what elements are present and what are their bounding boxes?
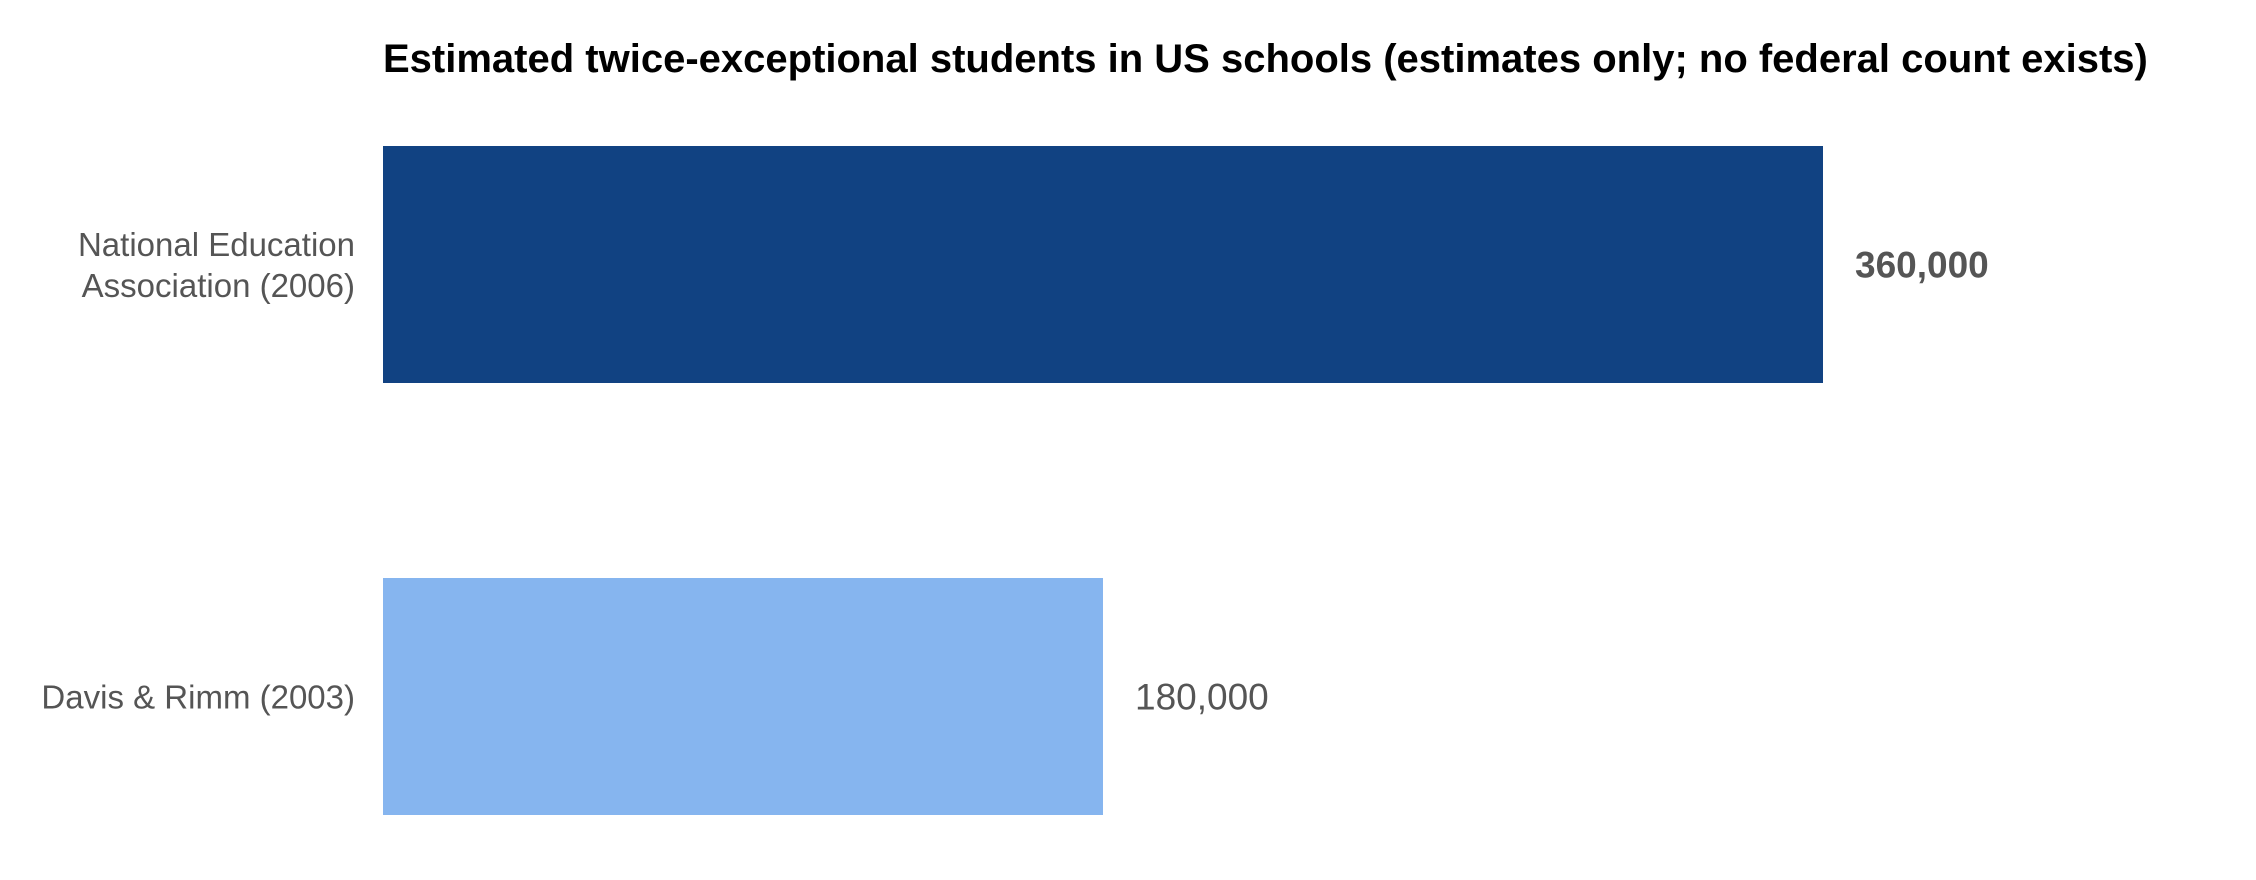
bar-0 — [383, 146, 1823, 383]
category-label-line: Davis & Rimm (2003) — [41, 679, 355, 716]
value-label-1: 180,000 — [1135, 677, 1269, 718]
chart-title: Estimated twice-exceptional students in … — [383, 37, 2148, 81]
category-label-1: Davis & Rimm (2003) — [41, 679, 355, 716]
category-label-0: National Education Association (2006) — [78, 226, 355, 304]
category-label-line: Association (2006) — [82, 267, 355, 304]
category-label-line: National Education — [78, 226, 355, 263]
value-label-0: 360,000 — [1855, 245, 1989, 286]
bars-layer — [383, 146, 1823, 815]
bar-1 — [383, 578, 1103, 815]
labels-layer: National Education Association (2006) 360,… — [41, 226, 1988, 718]
